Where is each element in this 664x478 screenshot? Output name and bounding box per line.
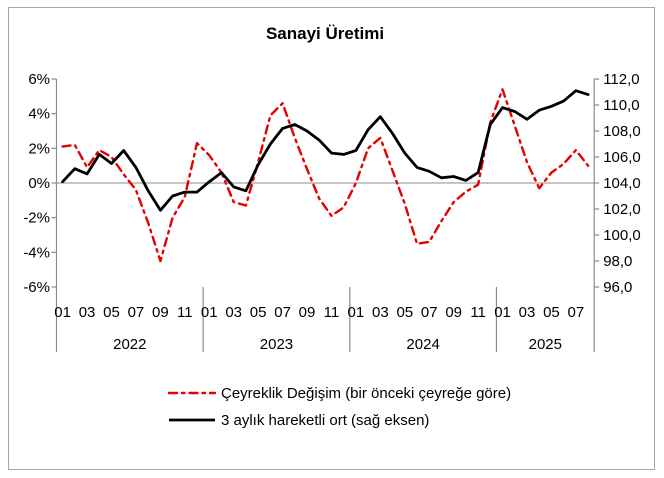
x-month-label: 11 — [470, 304, 486, 321]
left-axis-tick-label: 4% — [28, 106, 50, 123]
series-line-quarterly-change — [61, 88, 590, 263]
x-year-label: 2024 — [406, 336, 439, 353]
right-axis-tick-label: 104,0 — [603, 175, 641, 192]
right-axis-tick-label: 108,0 — [603, 123, 641, 140]
x-month-label: 05 — [250, 304, 267, 321]
x-month-label: 01 — [494, 304, 511, 321]
x-month-label: 03 — [79, 304, 96, 321]
x-month-label: 11 — [324, 304, 340, 321]
left-axis-tick-label: -6% — [23, 279, 50, 296]
legend-sample-solid-line — [169, 418, 215, 422]
x-month-label: 05 — [396, 304, 413, 321]
right-axis-tick-label: 100,0 — [603, 227, 641, 244]
x-month-label: 09 — [299, 304, 316, 321]
chart-frame — [8, 7, 655, 470]
left-axis-tick-label: 2% — [28, 140, 50, 157]
x-month-label: 05 — [543, 304, 560, 321]
left-axis-tick-label: 0% — [28, 175, 50, 192]
x-month-label: 01 — [201, 304, 218, 321]
x-month-label: 07 — [128, 304, 145, 321]
series-line-moving-average — [61, 89, 590, 212]
right-axis-tick-label: 98,0 — [603, 253, 632, 270]
right-axis-tick-label: 102,0 — [603, 201, 641, 218]
x-month-label: 07 — [274, 304, 291, 321]
x-month-label: 01 — [54, 304, 71, 321]
x-month-label: 11 — [177, 304, 193, 321]
x-year-label: 2022 — [113, 336, 146, 353]
legend-item-label: Çeyreklik Değişim (bir önceki çeyreğe gö… — [221, 384, 512, 402]
legend: Çeyreklik Değişim (bir önceki çeyreğe gö… — [168, 382, 511, 436]
x-month-label: 05 — [103, 304, 120, 321]
right-axis-tick-label: 112,0 — [603, 71, 639, 88]
x-month-label: 07 — [568, 304, 585, 321]
left-axis-tick-label: -2% — [23, 210, 50, 227]
left-axis-tick-label: 6% — [28, 71, 50, 88]
legend-item-moving-average: 3 aylık hareketli ort (sağ eksen) — [168, 409, 511, 431]
x-month-label: 01 — [348, 304, 365, 321]
left-axis-tick-label: -4% — [23, 244, 50, 261]
x-month-label: 03 — [372, 304, 389, 321]
right-axis-tick-label: 110,0 — [603, 97, 639, 114]
legend-item-label: 3 aylık hareketli ort (sağ eksen) — [221, 411, 430, 429]
x-month-label: 09 — [152, 304, 169, 321]
legend-sample-dash-dot-line — [168, 391, 216, 395]
x-month-label: 03 — [519, 304, 536, 321]
x-year-label: 2025 — [529, 336, 562, 353]
chart-title: Sanayi Üretimi — [265, 24, 385, 43]
x-year-label: 2023 — [260, 336, 293, 353]
right-axis-tick-label: 96,0 — [603, 279, 632, 296]
right-axis-tick-label: 106,0 — [603, 149, 641, 166]
x-month-label: 09 — [445, 304, 462, 321]
x-month-label: 07 — [421, 304, 438, 321]
x-month-label: 03 — [225, 304, 242, 321]
legend-item-quarterly-change: Çeyreklik Değişim (bir önceki çeyreğe gö… — [168, 382, 511, 404]
